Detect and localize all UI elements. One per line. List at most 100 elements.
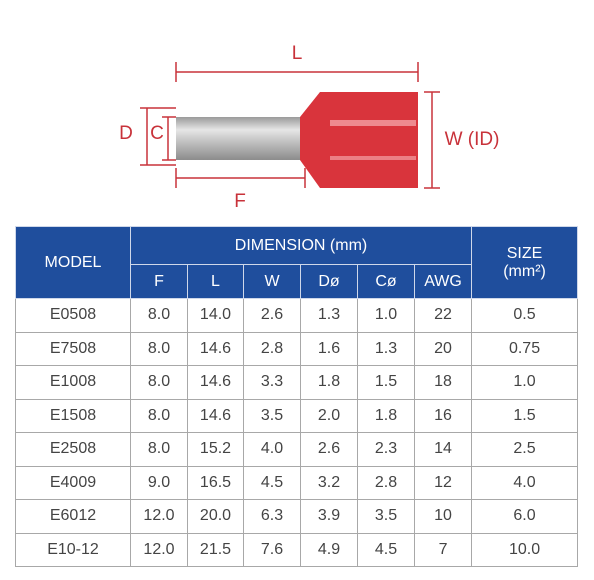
- value-cell: 8.0: [130, 365, 188, 400]
- value-cell: 4.5: [357, 532, 415, 567]
- label-d: D: [119, 123, 133, 144]
- value-cell: 0.5: [471, 298, 579, 333]
- table-row: E6012 12.0 20.0 6.3 3.9 3.5 10 6.0: [15, 499, 579, 534]
- value-cell: 16.5: [187, 465, 244, 500]
- value-cell: 2.5: [471, 432, 579, 467]
- size-header: SIZE (mm²): [471, 226, 579, 299]
- value-cell: 3.3: [243, 365, 301, 400]
- size-unit: (mm²): [503, 262, 546, 280]
- column-header: Dø: [300, 264, 358, 299]
- value-cell: 3.2: [300, 465, 358, 500]
- value-cell: 9.0: [130, 465, 188, 500]
- dimension-header: DIMENSION (mm): [129, 226, 473, 265]
- table-row: E0508 8.0 14.0 2.6 1.3 1.0 22 0.5: [15, 298, 579, 333]
- column-header: F: [130, 264, 188, 299]
- value-cell: 2.3: [357, 432, 415, 467]
- value-cell: 7.6: [243, 532, 301, 567]
- value-cell: 2.6: [243, 298, 301, 333]
- table-header: MODEL DIMENSION (mm) SIZE (mm²) F L W Dø Cø AW…: [15, 226, 579, 299]
- value-cell: 14.6: [187, 331, 244, 366]
- size-title: SIZE: [506, 244, 543, 262]
- column-header: Cø: [357, 264, 415, 299]
- table-row: E1508 8.0 14.6 3.5 2.0 1.8 16 1.5: [15, 398, 579, 433]
- model-cell: E4009: [15, 465, 131, 500]
- value-cell: 14: [413, 432, 473, 467]
- value-cell: 10: [413, 499, 473, 534]
- value-cell: 15.2: [187, 432, 244, 467]
- value-cell: 2.8: [243, 331, 301, 366]
- value-cell: 12: [413, 465, 473, 500]
- value-cell: 21.5: [187, 532, 244, 567]
- value-cell: 8.0: [130, 331, 188, 366]
- label-l: L: [292, 43, 303, 64]
- value-cell: 1.0: [357, 298, 415, 333]
- dimension-lines: [140, 62, 440, 189]
- model-header: MODEL: [15, 226, 131, 299]
- model-cell: E0508: [15, 298, 131, 333]
- table-row: E2508 8.0 15.2 4.0 2.6 2.3 14 2.5: [15, 432, 579, 467]
- value-cell: 4.0: [243, 432, 301, 467]
- value-cell: 1.3: [357, 331, 415, 366]
- table-row: E7508 8.0 14.6 2.8 1.6 1.3 20 0.75: [15, 331, 579, 366]
- value-cell: 20.0: [187, 499, 244, 534]
- highlight: [330, 120, 416, 126]
- value-cell: 1.8: [300, 365, 358, 400]
- value-cell: 12.0: [130, 532, 188, 567]
- label-w: W (ID): [445, 129, 500, 150]
- label-c: C: [150, 123, 164, 144]
- value-cell: 4.9: [300, 532, 358, 567]
- label-f: F: [234, 191, 246, 212]
- value-cell: 1.8: [357, 398, 415, 433]
- model-cell: E10-12: [15, 532, 131, 567]
- value-cell: 6.0: [471, 499, 579, 534]
- column-header: AWG: [413, 264, 473, 299]
- value-cell: 2.6: [300, 432, 358, 467]
- subheader-row: F L W Dø Cø AWG: [16, 264, 578, 299]
- column-header: L: [187, 264, 244, 299]
- value-cell: 16: [413, 398, 473, 433]
- value-cell: 1.3: [300, 298, 358, 333]
- value-cell: 6.3: [243, 499, 301, 534]
- model-cell: E1008: [15, 365, 131, 400]
- model-cell: E6012: [15, 499, 131, 534]
- value-cell: 2.8: [357, 465, 415, 500]
- table-row: E1008 8.0 14.6 3.3 1.8 1.5 18 1.0: [15, 365, 579, 400]
- value-cell: 8.0: [130, 432, 188, 467]
- value-cell: 1.6: [300, 331, 358, 366]
- table-row: E4009 9.0 16.5 4.5 3.2 2.8 12 4.0: [15, 465, 579, 500]
- value-cell: 1.5: [357, 365, 415, 400]
- value-cell: 22: [413, 298, 473, 333]
- sleeve: [300, 92, 418, 188]
- value-cell: 4.0: [471, 465, 579, 500]
- value-cell: 20: [413, 331, 473, 366]
- column-header: W: [243, 264, 301, 299]
- spec-table: MODEL DIMENSION (mm) SIZE (mm²) F L W Dø Cø AW…: [15, 226, 579, 567]
- tube: [176, 117, 312, 160]
- value-cell: 3.9: [300, 499, 358, 534]
- value-cell: 8.0: [130, 298, 188, 333]
- value-cell: 14.6: [187, 398, 244, 433]
- value-cell: 14.6: [187, 365, 244, 400]
- ferrule-diagram: L D C W (ID) F: [119, 43, 500, 212]
- header-row: MODEL DIMENSION (mm) SIZE (mm²): [15, 226, 579, 299]
- value-cell: 0.75: [471, 331, 579, 366]
- value-cell: 8.0: [130, 398, 188, 433]
- value-cell: 4.5: [243, 465, 301, 500]
- table-body: E0508 8.0 14.0 2.6 1.3 1.0 22 0.5 E7508 8.0 14.6 2.…: [15, 298, 579, 567]
- value-cell: 14.0: [187, 298, 244, 333]
- model-cell: E2508: [15, 432, 131, 467]
- value-cell: 10.0: [471, 532, 579, 567]
- value-cell: 2.0: [300, 398, 358, 433]
- highlight: [330, 156, 416, 160]
- table-row: E10-12 12.0 21.5 7.6 4.9 4.5 7 10.0: [15, 532, 579, 567]
- model-cell: E7508: [15, 331, 131, 366]
- value-cell: 7: [413, 532, 473, 567]
- value-cell: 18: [413, 365, 473, 400]
- value-cell: 12.0: [130, 499, 188, 534]
- value-cell: 3.5: [357, 499, 415, 534]
- value-cell: 1.5: [471, 398, 579, 433]
- model-cell: E1508: [15, 398, 131, 433]
- value-cell: 3.5: [243, 398, 301, 433]
- value-cell: 1.0: [471, 365, 579, 400]
